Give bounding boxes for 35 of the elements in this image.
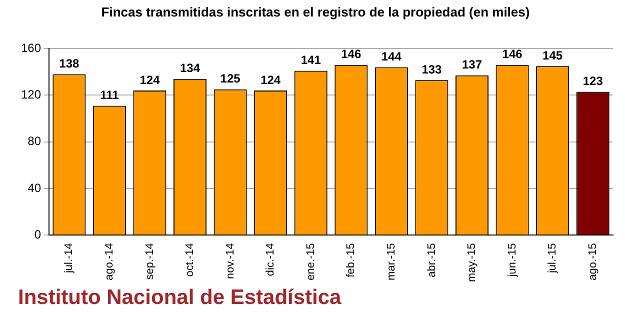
x-tick-label: feb.-15	[345, 243, 358, 278]
data-label: 124	[140, 72, 160, 87]
chart-title: Fincas transmitidas inscritas en el registro de la propiedad (en miles)	[101, 4, 530, 20]
x-tick-label: jul.-15	[546, 243, 559, 274]
x-tick-label: nov.-14	[224, 243, 236, 279]
y-tick-label: 80	[28, 134, 42, 148]
x-tick-label: ene.-15	[304, 243, 317, 280]
y-tick-label: 40	[28, 180, 42, 195]
data-label: 133	[422, 62, 442, 76]
x-tick-label: sep.-14	[144, 243, 156, 280]
data-label: 146	[341, 47, 362, 62]
data-label: 145	[542, 48, 563, 62]
data-label: 111	[100, 88, 120, 102]
data-label: 141	[300, 53, 322, 68]
x-tick-label: abr.-15	[426, 243, 438, 278]
x-tick-label: ago.-15	[586, 243, 599, 280]
x-tick-label: jun.-15	[506, 243, 518, 278]
text: Instituto Nacional de Estadística	[18, 286, 342, 310]
y-tick-label: 0	[34, 227, 42, 242]
y-tick-label: 120	[20, 88, 42, 102]
data-label: 124	[260, 72, 281, 87]
data-label: 125	[220, 72, 241, 86]
x-tick-label: mar.-15	[385, 243, 398, 280]
data-label: 137	[462, 58, 482, 72]
x-tick-label: ago.-14	[103, 243, 116, 280]
data-label: 123	[582, 74, 604, 88]
data-label: 144	[381, 50, 402, 64]
x-tick-label: oct.-14	[184, 243, 196, 277]
x-tick-label: may.-15	[466, 243, 478, 282]
data-label: 146	[502, 47, 523, 62]
x-tick-label: dic.-14	[264, 243, 277, 276]
data-label: 134	[180, 61, 200, 76]
x-tick-label: jul.-14	[63, 243, 76, 274]
y-tick-label: 160	[20, 40, 42, 55]
data-label: 138	[59, 56, 80, 71]
